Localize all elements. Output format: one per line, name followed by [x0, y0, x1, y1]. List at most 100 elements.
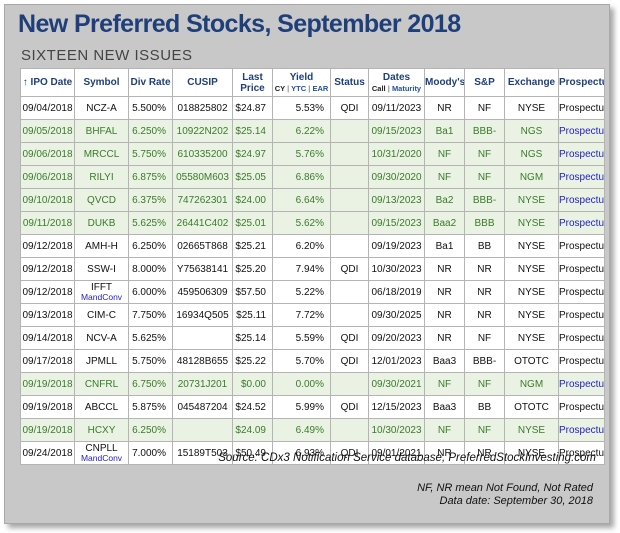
cell-cusip: [172, 418, 233, 442]
cell-moodys: Baa3: [424, 349, 465, 373]
cell-exchange: NYSE: [504, 326, 559, 350]
table-row: 09/11/2018 DUKB 5.625% 26441C402 $25.01 5.62%…: [20, 211, 605, 235]
mandconv-link[interactable]: MandConv: [80, 452, 123, 463]
cell-ipo-date: 09/04/2018: [20, 96, 75, 120]
cell-prospectus-link[interactable]: Prospectus: [558, 234, 605, 258]
cell-exchange: NGS: [504, 119, 559, 143]
page-subtitle: SIXTEEN NEW ISSUES: [21, 47, 193, 64]
cell-last-price: $24.00: [232, 188, 273, 212]
col-header-yield-sub: CY | YTC | EAR: [274, 83, 329, 93]
cell-moodys: Baa2: [424, 211, 465, 235]
cell-moodys: Ba1: [424, 234, 465, 258]
cell-ipo-date: 09/13/2018: [20, 303, 75, 327]
cell-ipo-date: 09/19/2018: [20, 395, 75, 419]
col-header-symbol[interactable]: Symbol: [74, 68, 129, 97]
col-header-moodys[interactable]: Moody's: [424, 68, 465, 97]
cell-div-rate: 6.375%: [128, 188, 173, 212]
cell-sp: NR: [464, 303, 505, 327]
col-header-last-price[interactable]: Last Price: [232, 68, 273, 97]
cell-last-price: $25.14: [232, 119, 273, 143]
cell-prospectus-link[interactable]: Prospectus: [558, 349, 605, 373]
cell-div-rate: 5.750%: [128, 349, 173, 373]
cell-prospectus-link[interactable]: Prospectus: [558, 395, 605, 419]
col-header-cusip[interactable]: CUSIP: [172, 68, 233, 97]
dates-call-label: Call: [371, 83, 386, 93]
cell-exchange: NYSE: [504, 96, 559, 120]
cell-yield: 6.64%: [272, 188, 331, 212]
cell-moodys: NF: [424, 418, 465, 442]
cell-cusip: 747262301: [172, 188, 233, 212]
cell-div-rate: 6.250%: [128, 234, 173, 258]
cell-call-date: 09/13/2023: [368, 188, 425, 212]
cell-status: [330, 188, 369, 212]
cell-call-date: 10/30/2023: [368, 257, 425, 281]
cell-moodys: Ba1: [424, 119, 465, 143]
cell-call-date: 09/15/2023: [368, 211, 425, 235]
cell-symbol: ABCCL: [74, 395, 129, 419]
cell-exchange: NGM: [504, 165, 559, 189]
cell-prospectus-link[interactable]: Prospectus: [558, 441, 605, 465]
cell-status: [330, 142, 369, 166]
cell-cusip: 05580M603: [172, 165, 233, 189]
cell-prospectus-link[interactable]: Prospectus: [558, 257, 605, 281]
cell-ipo-date: 09/11/2018: [20, 211, 75, 235]
cell-prospectus-link[interactable]: Prospectus: [558, 303, 605, 327]
cell-sp: NF: [464, 165, 505, 189]
cell-last-price: $25.01: [232, 211, 273, 235]
cell-prospectus-link[interactable]: Prospectus: [558, 188, 605, 212]
table-row: 09/19/2018 ABCCL 5.875% 045487204 $24.52 5.99…: [20, 395, 605, 419]
table-row: 09/12/2018 IFFT MandConv 6.000% 459506309 $57…: [20, 280, 605, 304]
table-body: 09/04/2018 NCZ-A 5.500% 018825802 $24.87 5.53…: [20, 96, 605, 465]
cell-div-rate: 5.500%: [128, 96, 173, 120]
cell-div-rate: 7.000%: [128, 441, 173, 465]
cell-call-date: 09/20/2023: [368, 326, 425, 350]
col-header-dates[interactable]: Dates Call | Maturity: [368, 68, 425, 97]
col-header-prospectus[interactable]: Prospectus: [558, 68, 605, 97]
cell-exchange: NYSE: [504, 188, 559, 212]
cell-ipo-date: 09/14/2018: [20, 326, 75, 350]
col-header-yield[interactable]: Yield CY | YTC | EAR: [272, 68, 331, 97]
cell-status: QDI: [330, 326, 369, 350]
cell-symbol: QVCD: [74, 188, 129, 212]
cell-yield: 6.20%: [272, 234, 331, 258]
cell-call-date: 10/30/2023: [368, 418, 425, 442]
cell-status: [330, 211, 369, 235]
col-header-sp[interactable]: S&P: [464, 68, 505, 97]
cell-moodys: NR: [424, 326, 465, 350]
cell-yield: 6.49%: [272, 418, 331, 442]
col-header-exchange[interactable]: Exchange: [504, 68, 559, 97]
table-row: 09/10/2018 QVCD 6.375% 747262301 $24.00 6.64%…: [20, 188, 605, 212]
cell-symbol: CNFRL: [74, 372, 129, 396]
cell-symbol: HCXY: [74, 418, 129, 442]
cell-div-rate: 6.250%: [128, 119, 173, 143]
cell-last-price: $57.50: [232, 280, 273, 304]
cell-sp: NF: [464, 418, 505, 442]
col-header-ipo-date[interactable]: ↑ IPO Date: [20, 68, 75, 97]
yield-ear-label: EAR: [312, 83, 329, 93]
table-row: 09/05/2018 BHFAL 6.250% 10922N202 $25.14 6.22…: [20, 119, 605, 143]
cell-cusip: 15189T503: [172, 441, 233, 465]
cell-sp: BBB-: [464, 119, 505, 143]
col-header-last-price-line1: Last: [242, 71, 263, 83]
cell-yield: 6.93%: [272, 441, 331, 465]
table-row: 09/12/2018 SSW-I 8.000% Y75638141 $25.20 7.94…: [20, 257, 605, 281]
cell-prospectus-link[interactable]: Prospectus: [558, 372, 605, 396]
cell-prospectus-link[interactable]: Prospectus: [558, 96, 605, 120]
cell-div-rate: 5.750%: [128, 142, 173, 166]
cell-ipo-date: 09/19/2018: [20, 372, 75, 396]
cell-prospectus-link[interactable]: Prospectus: [558, 326, 605, 350]
cell-moodys: NR: [424, 257, 465, 281]
mandconv-link[interactable]: MandConv: [80, 291, 123, 302]
cell-prospectus-link[interactable]: Prospectus: [558, 119, 605, 143]
cell-prospectus-link[interactable]: Prospectus: [558, 418, 605, 442]
cell-prospectus-link[interactable]: Prospectus: [558, 165, 605, 189]
cell-call-date: 12/01/2023: [368, 349, 425, 373]
cell-prospectus-link[interactable]: Prospectus: [558, 211, 605, 235]
cell-sp: BBB: [464, 211, 505, 235]
table-header-row: ↑ IPO Date Symbol Div Rate CUSIP Last Pr…: [20, 68, 605, 97]
cell-prospectus-link[interactable]: Prospectus: [558, 142, 605, 166]
cell-prospectus-link[interactable]: Prospectus: [558, 280, 605, 304]
col-header-status[interactable]: Status: [330, 68, 369, 97]
col-header-div-rate[interactable]: Div Rate: [128, 68, 173, 97]
cell-exchange: NYSE: [504, 234, 559, 258]
